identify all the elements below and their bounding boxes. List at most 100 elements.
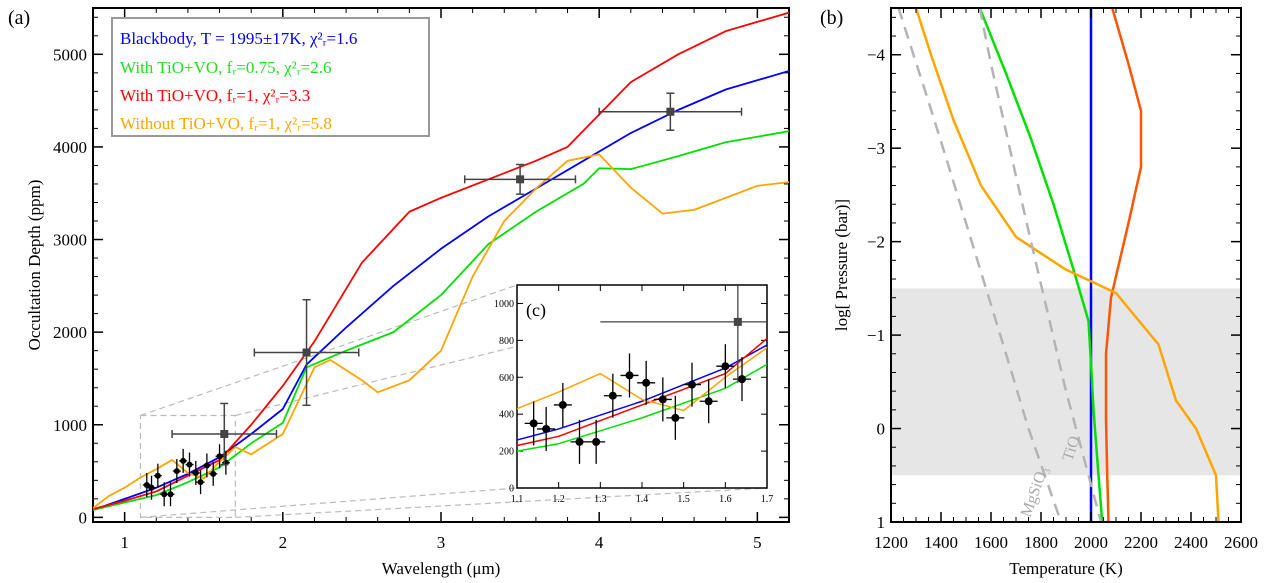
x-tick-label: 3 [437, 533, 446, 552]
data-point [180, 457, 187, 464]
legend-box [111, 17, 430, 137]
shaded-band [891, 288, 1241, 476]
square-point [666, 107, 675, 116]
y-tick-label: 4000 [53, 138, 87, 157]
series-line-with-tio-vo-f-0-75-2-6 [93, 130, 789, 511]
b-x-tick-label: 1600 [974, 533, 1008, 552]
panel-b-ticks: 1200 1400 1600 1800 2000 2200 2400 2600 1 0 −1 −2 −3… [867, 8, 1258, 552]
inset-data-point [542, 424, 551, 433]
series-line-without-tio-vo-f-1-5-8 [93, 153, 789, 509]
b-y-tick-label: 1 [877, 513, 886, 532]
panel-a-label: (a) [8, 7, 30, 29]
x-tick-label: 1 [120, 533, 129, 552]
zoom-guides [139, 284, 768, 518]
inset-data-point [704, 397, 713, 406]
inset-data-point [671, 413, 680, 422]
panel-c-ticks: 1.1 1.2 1.3 1.4 1.5 1.6 1.7 0 200 400 600 800 1000 [494, 285, 773, 505]
inset-x-tick-label: 1.5 [677, 494, 690, 505]
b-x-tick-label: 2600 [1224, 533, 1258, 552]
inset-series-line-with-tio-vo-f-1-3-3 [517, 337, 767, 447]
square-point [516, 175, 525, 184]
b-x-tick-label: 1200 [874, 533, 908, 552]
y-tick-label: 2000 [53, 323, 87, 342]
x-tick-label: 2 [279, 533, 288, 552]
inset-y-tick-label: 400 [499, 410, 514, 421]
data-point [167, 491, 174, 498]
b-y-tick-label: −1 [867, 326, 885, 345]
x-tick-label: 5 [753, 533, 762, 552]
x-tick-label: 4 [595, 533, 604, 552]
data-point [192, 469, 199, 476]
panel-a-xlabel: Wavelength (μm) [382, 559, 501, 578]
panel-c-label: (c) [526, 300, 546, 321]
inset-data-point [625, 371, 634, 380]
legend-item-tio-075: With TiO+VO, fᵣ=0.75, χ²ᵣ=2.6 [120, 58, 331, 77]
inset-data-point [658, 395, 667, 404]
data-point [197, 479, 204, 486]
b-y-tick-label: −3 [867, 139, 885, 158]
data-point [216, 453, 223, 460]
inset-data-point [642, 378, 651, 387]
series-line-with-tio-vo-f-1-3-3 [93, 11, 789, 510]
b-y-tick-label: 0 [877, 420, 886, 439]
inset-y-tick-label: 200 [499, 447, 514, 458]
legend-item-tio-1: With TiO+VO, fᵣ=1, χ²ᵣ=3.3 [120, 86, 310, 105]
panel-c-series [517, 337, 767, 452]
y-tick-label: 3000 [53, 231, 87, 250]
b-y-tick-label: −2 [867, 233, 885, 252]
zoom-line [140, 487, 518, 518]
panel-b-label: (b) [820, 7, 843, 29]
legend: Blackbody, T = 1995±17K, χ²ᵣ=1.6 With Ti… [111, 17, 430, 137]
inset-y-tick-label: 0 [509, 484, 514, 495]
y-tick-label: 5000 [53, 45, 87, 64]
b-x-tick-label: 1400 [924, 533, 958, 552]
inset-data-point [721, 362, 730, 371]
inset-x-tick-label: 1.7 [761, 494, 774, 505]
zoom-line [140, 284, 518, 417]
inset-y-tick-label: 600 [499, 373, 514, 384]
data-point [173, 468, 180, 475]
inset-series-line-without-tio-vo-f-1-5-8 [517, 346, 767, 412]
legend-item-blackbody: Blackbody, T = 1995±17K, χ²ᵣ=1.6 [120, 29, 357, 48]
profile-line-mgsio [897, 8, 1063, 522]
zoom-line [235, 487, 768, 518]
inset-x-tick-label: 1.6 [719, 494, 732, 505]
inset-series-line-with-tio-vo-f-0-75-2-6 [517, 363, 767, 452]
panel-c-points [524, 285, 767, 464]
inset-y-tick-label: 1000 [494, 299, 514, 310]
b-x-tick-label: 2400 [1174, 533, 1208, 552]
zoom-box [139, 414, 236, 518]
panel-a-ylabel: Occultation Depth (ppm) [25, 180, 44, 351]
inset-y-tick-label: 800 [499, 336, 514, 347]
panel-a-points [142, 92, 743, 507]
panel-b-ylabel: log[ Pressure (bar)] [832, 199, 851, 331]
inset-data-point [592, 437, 601, 446]
tio-curve-label: TiO [1060, 434, 1084, 463]
data-point [203, 462, 210, 469]
inset-square-point [733, 317, 742, 326]
inset-data-point [575, 437, 584, 446]
inset-data-point [688, 380, 696, 389]
series-line-blackbody-t-1995-17k-1-6 [93, 70, 789, 511]
y-tick-label: 0 [79, 508, 88, 527]
panel-c: 1.1 1.2 1.3 1.4 1.5 1.6 1.7 0 200 400 600 800 1000 (… [494, 284, 773, 505]
panel-a-series [93, 11, 789, 511]
profile-line-tio-vo-1 [1104, 8, 1143, 522]
square-point [302, 348, 311, 357]
b-y-tick-label: −4 [867, 46, 886, 65]
data-point [154, 472, 161, 479]
b-x-tick-label: 2000 [1074, 533, 1108, 552]
square-point [220, 430, 229, 439]
panel-b-xlabel: Temperature (K) [1009, 559, 1123, 578]
data-point [148, 484, 155, 491]
panel-b: 1200 1400 1600 1800 2000 2200 2400 2600 1 0 −1 −2 −3… [820, 7, 1258, 578]
inset-x-tick-label: 1.3 [594, 494, 607, 505]
inset-data-point [608, 391, 617, 400]
data-point [210, 470, 217, 477]
inset-data-point [558, 400, 567, 409]
profile-line-tio-vo-0-75 [978, 8, 1104, 522]
y-tick-label: 1000 [53, 416, 87, 435]
